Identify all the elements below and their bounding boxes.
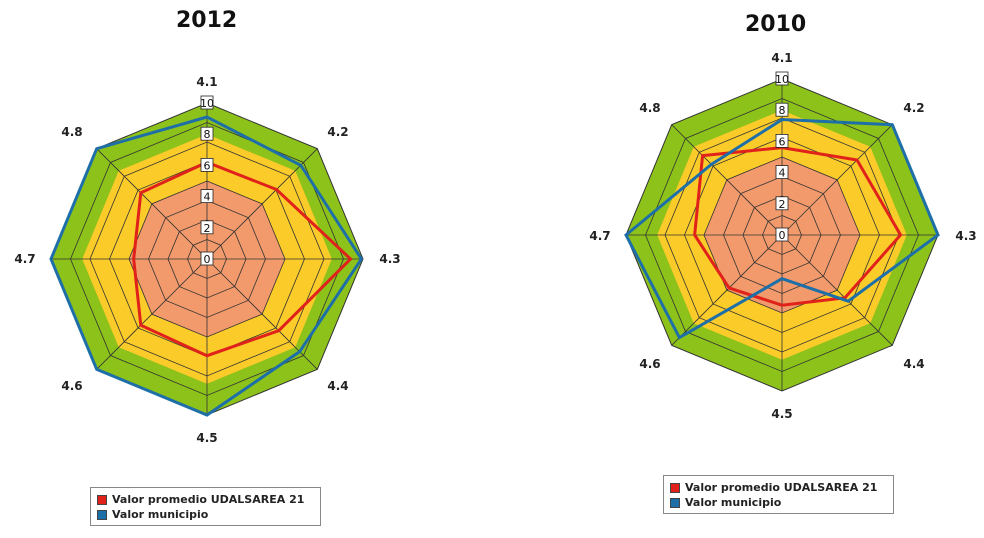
axis-label-4-7: 4.7 xyxy=(14,252,35,266)
axis-label-4-7: 4.7 xyxy=(589,229,610,243)
chart-2012-title: 2012 xyxy=(176,8,238,33)
axis-label-4-6: 4.6 xyxy=(61,379,82,393)
legend-2010: Valor promedio UDALSAREA 21 Valor munici… xyxy=(663,475,894,514)
axis-label-4-1: 4.1 xyxy=(771,51,792,65)
tick-label: 6 xyxy=(779,135,786,148)
tick-label-box xyxy=(775,196,789,211)
legend-item-series-2: Valor municipio xyxy=(670,495,885,510)
legend-swatch-blue xyxy=(97,509,107,520)
tick-label: 6 xyxy=(204,159,211,172)
axis-label-4-1: 4.1 xyxy=(196,75,217,89)
series-line-2 xyxy=(624,118,940,340)
axis-label-4-5: 4.5 xyxy=(771,407,792,421)
tick-label: 4 xyxy=(779,167,786,180)
axis-label-4-6: 4.6 xyxy=(639,357,660,371)
axis-label-4-8: 4.8 xyxy=(61,125,82,139)
tick-label: 8 xyxy=(204,128,211,141)
tick-label: 10 xyxy=(200,97,214,110)
series-line-2 xyxy=(49,115,364,417)
tick-label: 8 xyxy=(779,104,786,117)
tick-label-box xyxy=(775,227,789,242)
tick-label-box xyxy=(775,71,789,86)
axis-label-4-4: 4.4 xyxy=(327,379,348,393)
tick-label-box xyxy=(775,133,789,148)
tick-label: 0 xyxy=(779,229,786,242)
tick-label: 2 xyxy=(779,198,786,211)
tick-label-box xyxy=(200,126,214,141)
tick-label-box xyxy=(200,220,214,235)
axis-label-4-2: 4.2 xyxy=(903,101,924,115)
tick-label-box xyxy=(775,165,789,180)
legend-label: Valor municipio xyxy=(112,508,209,521)
legend-item-series-1: Valor promedio UDALSAREA 21 xyxy=(97,492,312,507)
tick-label-box xyxy=(200,157,214,172)
legend-label: Valor municipio xyxy=(685,496,782,509)
tick-label-box xyxy=(775,102,789,117)
axis-spoke xyxy=(96,258,208,370)
axis-label-4-3: 4.3 xyxy=(955,229,976,243)
axis-spoke xyxy=(206,148,318,260)
legend-item-series-1: Valor promedio UDALSAREA 21 xyxy=(670,480,885,495)
axis-label-4-4: 4.4 xyxy=(903,357,924,371)
legend-swatch-red xyxy=(97,494,107,505)
axis-spoke xyxy=(781,234,893,346)
tick-label: 0 xyxy=(204,253,211,266)
tick-label: 10 xyxy=(775,73,789,86)
tick-label-box xyxy=(200,251,214,266)
legend-label: Valor promedio UDALSAREA 21 xyxy=(685,481,878,494)
series-line-1 xyxy=(693,146,903,307)
axis-label-4-8: 4.8 xyxy=(639,101,660,115)
axis-spoke xyxy=(671,124,783,236)
tick-label-box xyxy=(200,95,214,110)
legend-swatch-red xyxy=(670,482,680,493)
series-line-1 xyxy=(132,160,353,358)
axis-label-4-3: 4.3 xyxy=(379,252,400,266)
legend-2012: Valor promedio UDALSAREA 21 Valor munici… xyxy=(90,487,321,526)
legend-item-series-2: Valor municipio xyxy=(97,507,312,522)
axis-spoke xyxy=(96,148,208,260)
axis-label-4-2: 4.2 xyxy=(327,125,348,139)
tick-label: 2 xyxy=(204,222,211,235)
axis-label-4-5: 4.5 xyxy=(196,431,217,445)
tick-label-box xyxy=(200,189,214,204)
chart-2010-title: 2010 xyxy=(745,12,807,37)
legend-swatch-blue xyxy=(670,497,680,508)
legend-label: Valor promedio UDALSAREA 21 xyxy=(112,493,305,506)
axis-spoke xyxy=(671,234,783,346)
tick-label: 4 xyxy=(204,191,211,204)
axis-spoke xyxy=(781,124,893,236)
